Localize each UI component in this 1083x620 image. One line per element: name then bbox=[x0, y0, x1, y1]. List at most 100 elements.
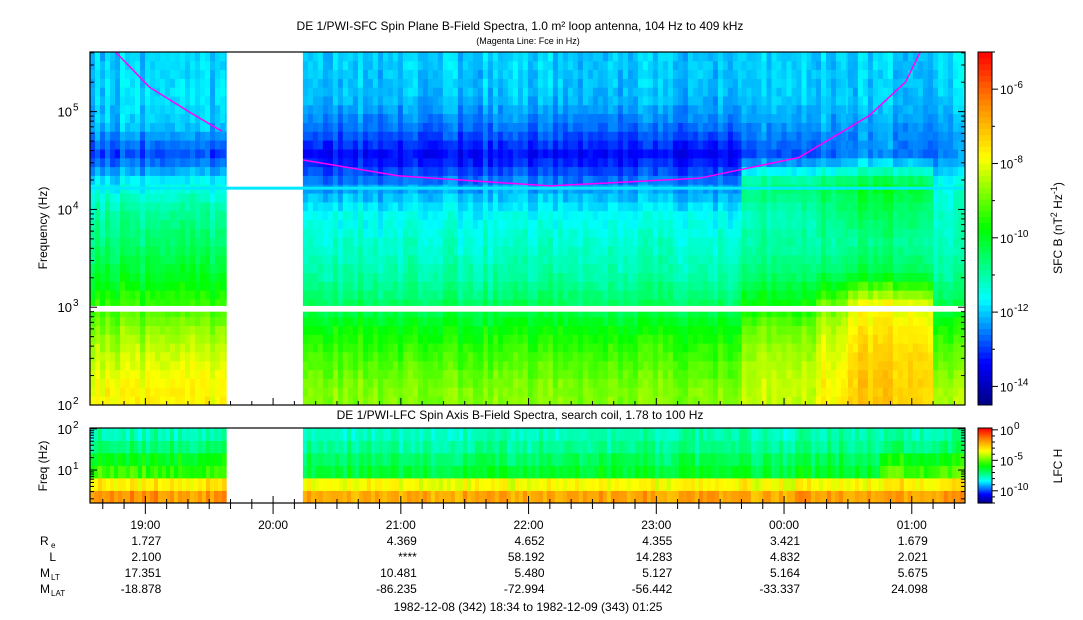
spectrogram-cell bbox=[662, 104, 669, 115]
spectrogram-cell bbox=[597, 78, 604, 88]
spectrogram-cell bbox=[652, 157, 659, 168]
spectrogram-cell bbox=[622, 396, 629, 406]
spectrogram-cell bbox=[732, 193, 739, 203]
spectrogram-cell bbox=[692, 175, 699, 185]
spectrogram-cell bbox=[497, 78, 504, 88]
spectrogram-cell bbox=[587, 157, 594, 168]
spectrogram-cell bbox=[652, 166, 659, 176]
spectrogram-cell bbox=[732, 87, 739, 97]
spectrogram-cell bbox=[110, 255, 116, 265]
spectrogram-cell bbox=[155, 157, 161, 168]
spectrogram-cell bbox=[220, 387, 226, 397]
spectrogram-cell bbox=[776, 202, 782, 212]
spectrogram-cell bbox=[657, 78, 664, 88]
spectrogram-cell bbox=[437, 52, 444, 62]
spectrogram-cell bbox=[547, 396, 554, 406]
spectrogram-cell bbox=[751, 210, 757, 221]
spectrogram-cell bbox=[547, 334, 554, 344]
spectrogram-cell bbox=[572, 325, 579, 335]
spectrogram-cell bbox=[180, 96, 186, 106]
spectrogram-cell bbox=[682, 352, 689, 362]
spectrogram-cell bbox=[637, 290, 644, 300]
spectrogram-cell bbox=[517, 175, 524, 185]
spectrogram-cell bbox=[632, 237, 639, 247]
spectrogram-cell bbox=[632, 202, 639, 212]
spectrogram-cell bbox=[205, 316, 211, 326]
spectrogram-cell bbox=[662, 78, 669, 88]
spectrogram-cell bbox=[612, 140, 619, 150]
spectrogram-cell bbox=[377, 149, 384, 159]
spectrogram-cell bbox=[702, 60, 709, 70]
spectrogram-cell bbox=[125, 96, 131, 106]
spectrogram-cell bbox=[672, 263, 679, 273]
spectrogram-cell bbox=[392, 60, 399, 70]
spectrogram-cell bbox=[592, 369, 599, 379]
spectrogram-cell bbox=[677, 325, 684, 335]
spectrogram-cell bbox=[432, 210, 439, 221]
spectrogram-cell bbox=[582, 87, 589, 97]
spectrogram-cell bbox=[622, 219, 629, 229]
spectrogram-cell bbox=[417, 193, 424, 203]
spectrogram-cell bbox=[502, 369, 509, 379]
spectrogram-cell bbox=[225, 210, 227, 221]
spectrogram-cell bbox=[387, 175, 394, 185]
spectrogram-cell bbox=[312, 325, 319, 335]
spectrogram-cell bbox=[672, 122, 679, 132]
spectrogram-cell bbox=[362, 334, 369, 344]
spectrogram-cell bbox=[737, 96, 742, 106]
spectrogram-cell bbox=[562, 369, 569, 379]
spectrogram-cell bbox=[487, 237, 494, 247]
spectrogram-cell bbox=[507, 272, 514, 282]
spectrogram-cell bbox=[397, 166, 404, 176]
spectrogram-cell bbox=[115, 219, 121, 229]
spectrogram-cell bbox=[766, 316, 772, 326]
spectrogram-cell bbox=[607, 78, 614, 88]
spectrogram-cell bbox=[190, 352, 196, 362]
spectrogram-cell bbox=[115, 307, 121, 318]
spectrogram-cell bbox=[627, 113, 634, 123]
spectrogram-cell bbox=[627, 210, 634, 221]
spectrogram-cell bbox=[115, 246, 121, 256]
spectrogram-cell bbox=[422, 104, 429, 115]
spectrogram-cell bbox=[125, 122, 131, 132]
spectrogram-cell bbox=[200, 60, 206, 70]
spectrogram-cell bbox=[727, 369, 734, 379]
spectrogram-cell bbox=[632, 78, 639, 88]
spectrogram-cell bbox=[412, 246, 419, 256]
spectrogram-cell bbox=[190, 396, 196, 406]
spectrogram-cell bbox=[210, 352, 216, 362]
spectrogram-cell bbox=[717, 193, 724, 203]
spectrogram-cell bbox=[746, 237, 752, 247]
spectrogram-cell bbox=[637, 175, 644, 185]
spectrogram-cell bbox=[717, 255, 724, 265]
spectrogram-cell bbox=[657, 87, 664, 97]
spectrogram-cell bbox=[492, 113, 499, 123]
spectrogram-cell bbox=[442, 219, 449, 229]
spectrogram-cell bbox=[457, 316, 464, 326]
spectrogram-cell bbox=[507, 378, 514, 388]
spectrogram-cell bbox=[502, 237, 509, 247]
spectrogram-cell bbox=[592, 104, 599, 115]
spectrogram-cell bbox=[662, 299, 669, 309]
spectrogram-cell bbox=[717, 113, 724, 123]
spectrogram-cell bbox=[751, 52, 757, 62]
spectrogram-cell bbox=[761, 352, 767, 362]
spectrogram-cell bbox=[677, 52, 684, 62]
spectrogram-cell bbox=[427, 255, 434, 265]
spectrogram-cell bbox=[225, 334, 227, 344]
spectrogram-cell bbox=[372, 60, 379, 70]
spectrogram-cell bbox=[557, 96, 564, 106]
spectrogram-cell bbox=[347, 396, 354, 406]
spectrogram-cell bbox=[432, 96, 439, 106]
spectrogram-cell bbox=[422, 272, 429, 282]
spectrogram-cell bbox=[342, 255, 349, 265]
spectrogram-cell bbox=[727, 396, 734, 406]
spectrogram-cell bbox=[160, 307, 166, 318]
spectrogram-cell bbox=[307, 290, 314, 300]
spectrogram-cell bbox=[367, 210, 374, 221]
spectrogram-cell bbox=[307, 228, 314, 238]
spectrogram-cell bbox=[707, 113, 714, 123]
spectrogram-cell bbox=[462, 325, 469, 335]
spectrogram-cell bbox=[302, 149, 309, 159]
spectrogram-cell bbox=[677, 228, 684, 238]
